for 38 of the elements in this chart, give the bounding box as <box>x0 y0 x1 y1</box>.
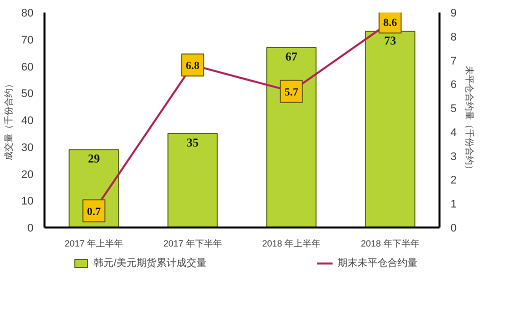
y-tick-label: 70 <box>21 34 34 46</box>
y2-tick-label: 9 <box>450 8 457 20</box>
y2-tick-label: 5 <box>450 103 457 116</box>
data-label: 29 <box>88 152 100 166</box>
data-label: 8.6 <box>383 17 398 30</box>
y-tick-label: 40 <box>21 115 34 127</box>
x-tick-label: 2017 年下半年 <box>163 238 222 248</box>
legend-label: 期末未平仓合约量 <box>337 256 418 270</box>
y-tick-label: 10 <box>21 196 34 208</box>
y-tick-label: 20 <box>21 168 34 181</box>
x-tick-label: 2017 年上半年 <box>64 238 124 248</box>
data-label: 73 <box>384 33 396 48</box>
legend-label: 韩元/美元期货累计成交量 <box>94 256 206 270</box>
y-tick-label: 30 <box>21 142 34 154</box>
data-label: 6.8 <box>186 60 200 72</box>
x-tick-label: 2018 年下半年 <box>360 238 420 248</box>
x-tick-label: 2018 年上半年 <box>262 238 321 248</box>
data-label: 67 <box>285 49 298 64</box>
y-axis-title: 成交量（千份合约） <box>3 80 14 160</box>
y2-tick-label: 2 <box>450 174 457 187</box>
y2-tick-label: 6 <box>450 79 457 92</box>
data-label: 0.7 <box>87 206 102 218</box>
y2-tick-label: 1 <box>450 198 457 211</box>
data-label: 5.7 <box>284 86 299 98</box>
data-label: 35 <box>186 135 199 150</box>
y2-tick-label: 3 <box>450 150 457 163</box>
y-tick-label: 0 <box>27 222 34 234</box>
y2-tick-label: 7 <box>450 55 457 68</box>
y2-tick-label: 4 <box>450 126 457 139</box>
y-tick-label: 80 <box>21 8 34 20</box>
bar <box>266 46 317 228</box>
y-tick-label: 50 <box>21 88 34 100</box>
y2-tick-label: 8 <box>450 31 457 44</box>
y2-tick-label: 0 <box>450 222 457 234</box>
bar <box>167 132 218 228</box>
bar <box>364 30 416 228</box>
y2-axis-title: 未平仓合约量（千份合约） <box>464 66 475 174</box>
y-tick-label: 60 <box>21 61 34 74</box>
